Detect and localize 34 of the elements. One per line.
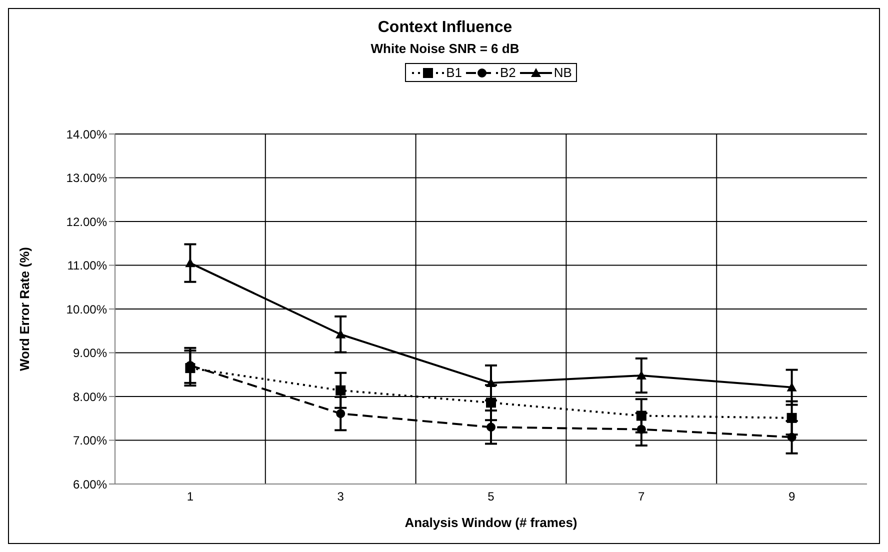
point xyxy=(336,385,346,396)
chart-title: Context Influence xyxy=(376,19,514,37)
y-tick-label: 14.00% xyxy=(66,127,108,142)
legend-label: NB xyxy=(554,65,572,80)
point xyxy=(786,382,797,392)
chart-subtitle: White Noise SNR = 6 dB xyxy=(370,41,520,56)
point xyxy=(787,432,796,442)
x-tick-label: 1 xyxy=(186,490,194,504)
x-tick-label: 9 xyxy=(788,490,796,504)
legend-label: B1 xyxy=(446,65,462,80)
point xyxy=(636,424,646,434)
point xyxy=(636,370,646,380)
x-axis-title: Analysis Window (# frames) xyxy=(404,515,578,530)
point xyxy=(486,398,496,408)
point xyxy=(185,258,196,268)
x-tick-label: 3 xyxy=(337,490,344,504)
point xyxy=(786,412,797,423)
y-tick-label: 7.00% xyxy=(72,434,108,448)
y-tick-label: 10.00% xyxy=(66,302,108,316)
point xyxy=(336,329,346,338)
point xyxy=(636,410,646,421)
y-tick-label: 11.00% xyxy=(67,258,108,273)
y-tick-label: 8.00% xyxy=(72,390,108,404)
y-tick-label: 13.00% xyxy=(66,171,108,186)
x-tick-label: 7 xyxy=(638,490,646,504)
legend-label: B2 xyxy=(500,65,516,80)
y-tick-label: 6.00% xyxy=(72,477,108,492)
point xyxy=(185,363,196,374)
point xyxy=(336,409,346,418)
x-tick-label: 5 xyxy=(488,490,495,504)
y-axis-title: Word Error Rate (%) xyxy=(16,247,33,371)
y-tick-label: 9.00% xyxy=(72,346,108,360)
y-tick-label: 12.00% xyxy=(66,214,108,229)
point xyxy=(486,422,496,432)
